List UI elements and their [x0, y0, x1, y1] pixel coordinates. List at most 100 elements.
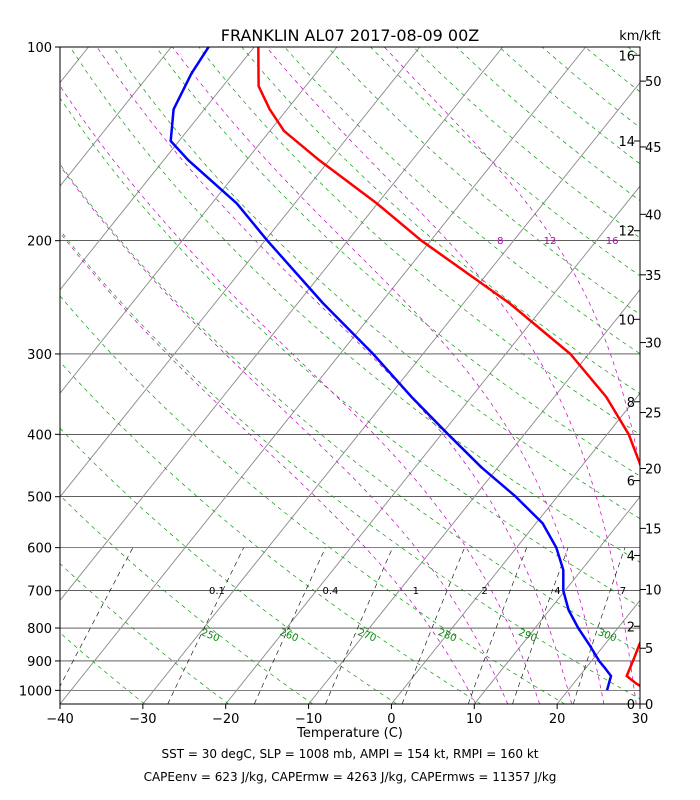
- moist-adiabat-label: 16: [606, 236, 619, 247]
- pressure-tick-label: 800: [27, 622, 52, 637]
- kft-tick-label: 25: [645, 407, 662, 422]
- dry-adiabat-line: [584, 47, 640, 93]
- pressure-tick-label: 900: [27, 655, 52, 670]
- km-tick-label: 6: [627, 475, 635, 490]
- moist-adiabat-line: [172, 47, 605, 704]
- dry-adiabat-label: 260: [278, 627, 300, 644]
- moist-adiabat-line: [60, 85, 540, 704]
- moist-adiabat-line: [266, 47, 637, 704]
- isotherm-line: [60, 47, 172, 187]
- isotherm-line: [142, 81, 640, 704]
- axes: −40 −30 −20 −10 0 10 20 30100200300400500600700…: [19, 41, 662, 727]
- moist-adiabat-line: [60, 232, 477, 704]
- footer-stats-line-1: SST = 30 degC, SLP = 1008 mb, AMPI = 154…: [161, 747, 538, 761]
- isotherm-line: [391, 392, 640, 704]
- dry-adiabat-line: [60, 97, 640, 608]
- mixing-ratio-label: 0.1: [209, 586, 225, 597]
- x-tick-label: −20: [212, 712, 239, 727]
- km-tick-label: 14: [618, 135, 635, 150]
- mixing-ratio-label: 1: [413, 586, 419, 597]
- dry-adiabat-line: [60, 163, 640, 653]
- dry-adiabat-line: [112, 47, 640, 520]
- kft-tick-label: 35: [645, 269, 662, 284]
- km-tick-label: 0: [627, 698, 635, 713]
- x-tick-label: 10: [466, 712, 483, 727]
- kft-tick-label: 50: [645, 75, 662, 90]
- x-tick-label: 20: [549, 712, 566, 727]
- isotherm-line: [60, 47, 586, 704]
- pressure-tick-label: 200: [27, 235, 52, 250]
- footer-stats-line-2: CAPEenv = 623 J/kg, CAPErmw = 4263 J/kg,…: [144, 770, 557, 784]
- mixing-ratio-label: 7: [620, 586, 626, 597]
- temperature-profile-line: [257, 47, 640, 688]
- mixing-ratio-line: [572, 547, 626, 704]
- dry-adiabat-label: 280: [436, 627, 458, 644]
- kft-tick-label: 5: [645, 642, 653, 657]
- km-tick-label: 8: [627, 396, 635, 411]
- isotherm-line: [60, 47, 504, 602]
- moist-adiabat-label: 8: [497, 236, 503, 247]
- mixing-ratio-line: [512, 547, 569, 704]
- kft-tick-label: 10: [645, 584, 662, 599]
- pressure-tick-label: 1000: [19, 684, 52, 699]
- isotherm-line: [60, 47, 89, 84]
- dry-adiabat-line: [60, 632, 145, 704]
- moist-adiabat-line: [96, 47, 573, 704]
- dry-adiabat-line: [60, 494, 313, 704]
- mixing-ratio-label: 2: [481, 586, 487, 597]
- moist-adiabat-label: 12: [544, 236, 557, 247]
- dry-adiabat-label: 290: [517, 627, 539, 644]
- pressure-tick-label: 700: [27, 585, 52, 600]
- plot-frame: [59, 46, 641, 705]
- dry-adiabat-line: [60, 563, 229, 704]
- x-axis-label: Temperature (C): [296, 726, 403, 741]
- sounding-profiles: [169, 47, 640, 691]
- dry-adiabat-line: [498, 47, 640, 165]
- moist-adiabat-label: 20: [684, 236, 697, 247]
- kft-tick-label: 45: [645, 141, 662, 156]
- isotherm-line: [225, 185, 640, 704]
- x-tick-label: −30: [129, 712, 156, 727]
- dewpoint-profile-line: [169, 47, 613, 691]
- mixing-ratio-line: [60, 547, 134, 687]
- mixing-ratio-line: [467, 547, 527, 704]
- thermo-labels: 0.10.41247101625026027028029030081216202…: [199, 236, 697, 644]
- kft-tick-label: 15: [645, 522, 662, 537]
- mixing-ratio-line: [401, 547, 465, 704]
- dry-adiabat-label: 250: [199, 627, 221, 644]
- isotherm-line: [60, 47, 255, 291]
- dry-adiabat-line: [60, 229, 640, 700]
- km-tick-label: 16: [618, 49, 635, 64]
- isotherm-line: [60, 47, 338, 394]
- kft-tick-label: 40: [645, 208, 662, 223]
- thermo-background: [60, 47, 700, 704]
- km-tick-label: 2: [627, 620, 635, 635]
- pressure-tick-label: 400: [27, 428, 52, 443]
- mixing-ratio-label: 4: [554, 586, 560, 597]
- isotherm-line: [308, 289, 640, 704]
- mixing-ratio-line: [254, 547, 326, 704]
- mixing-ratio-label: 0.4: [322, 586, 338, 597]
- dry-adiabat-line: [627, 47, 640, 58]
- pressure-tick-label: 500: [27, 491, 52, 506]
- x-tick-label: 30: [632, 712, 649, 727]
- kft-tick-label: 0: [645, 698, 653, 713]
- mixing-ratio-line: [325, 547, 393, 704]
- dry-adiabat-line: [60, 295, 565, 704]
- dry-adiabat-line: [69, 47, 640, 563]
- dry-adiabat-line: [60, 427, 397, 704]
- x-tick-label: −40: [46, 712, 73, 727]
- km-tick-label: 10: [618, 313, 635, 328]
- dry-adiabat-label: 270: [356, 627, 378, 644]
- km-tick-label: 12: [618, 225, 635, 240]
- moist-adiabat-line: [384, 47, 640, 469]
- x-tick-label: −10: [295, 712, 322, 727]
- moist-adiabat-line: [60, 165, 509, 704]
- mixing-ratio-line: [167, 547, 244, 704]
- dry-adiabat-line: [671, 47, 700, 704]
- pressure-tick-label: 600: [27, 542, 52, 557]
- kft-tick-label: 30: [645, 337, 662, 352]
- dry-adiabat-line: [60, 361, 481, 704]
- pressure-tick-label: 300: [27, 348, 52, 363]
- dry-adiabat-line: [327, 47, 640, 315]
